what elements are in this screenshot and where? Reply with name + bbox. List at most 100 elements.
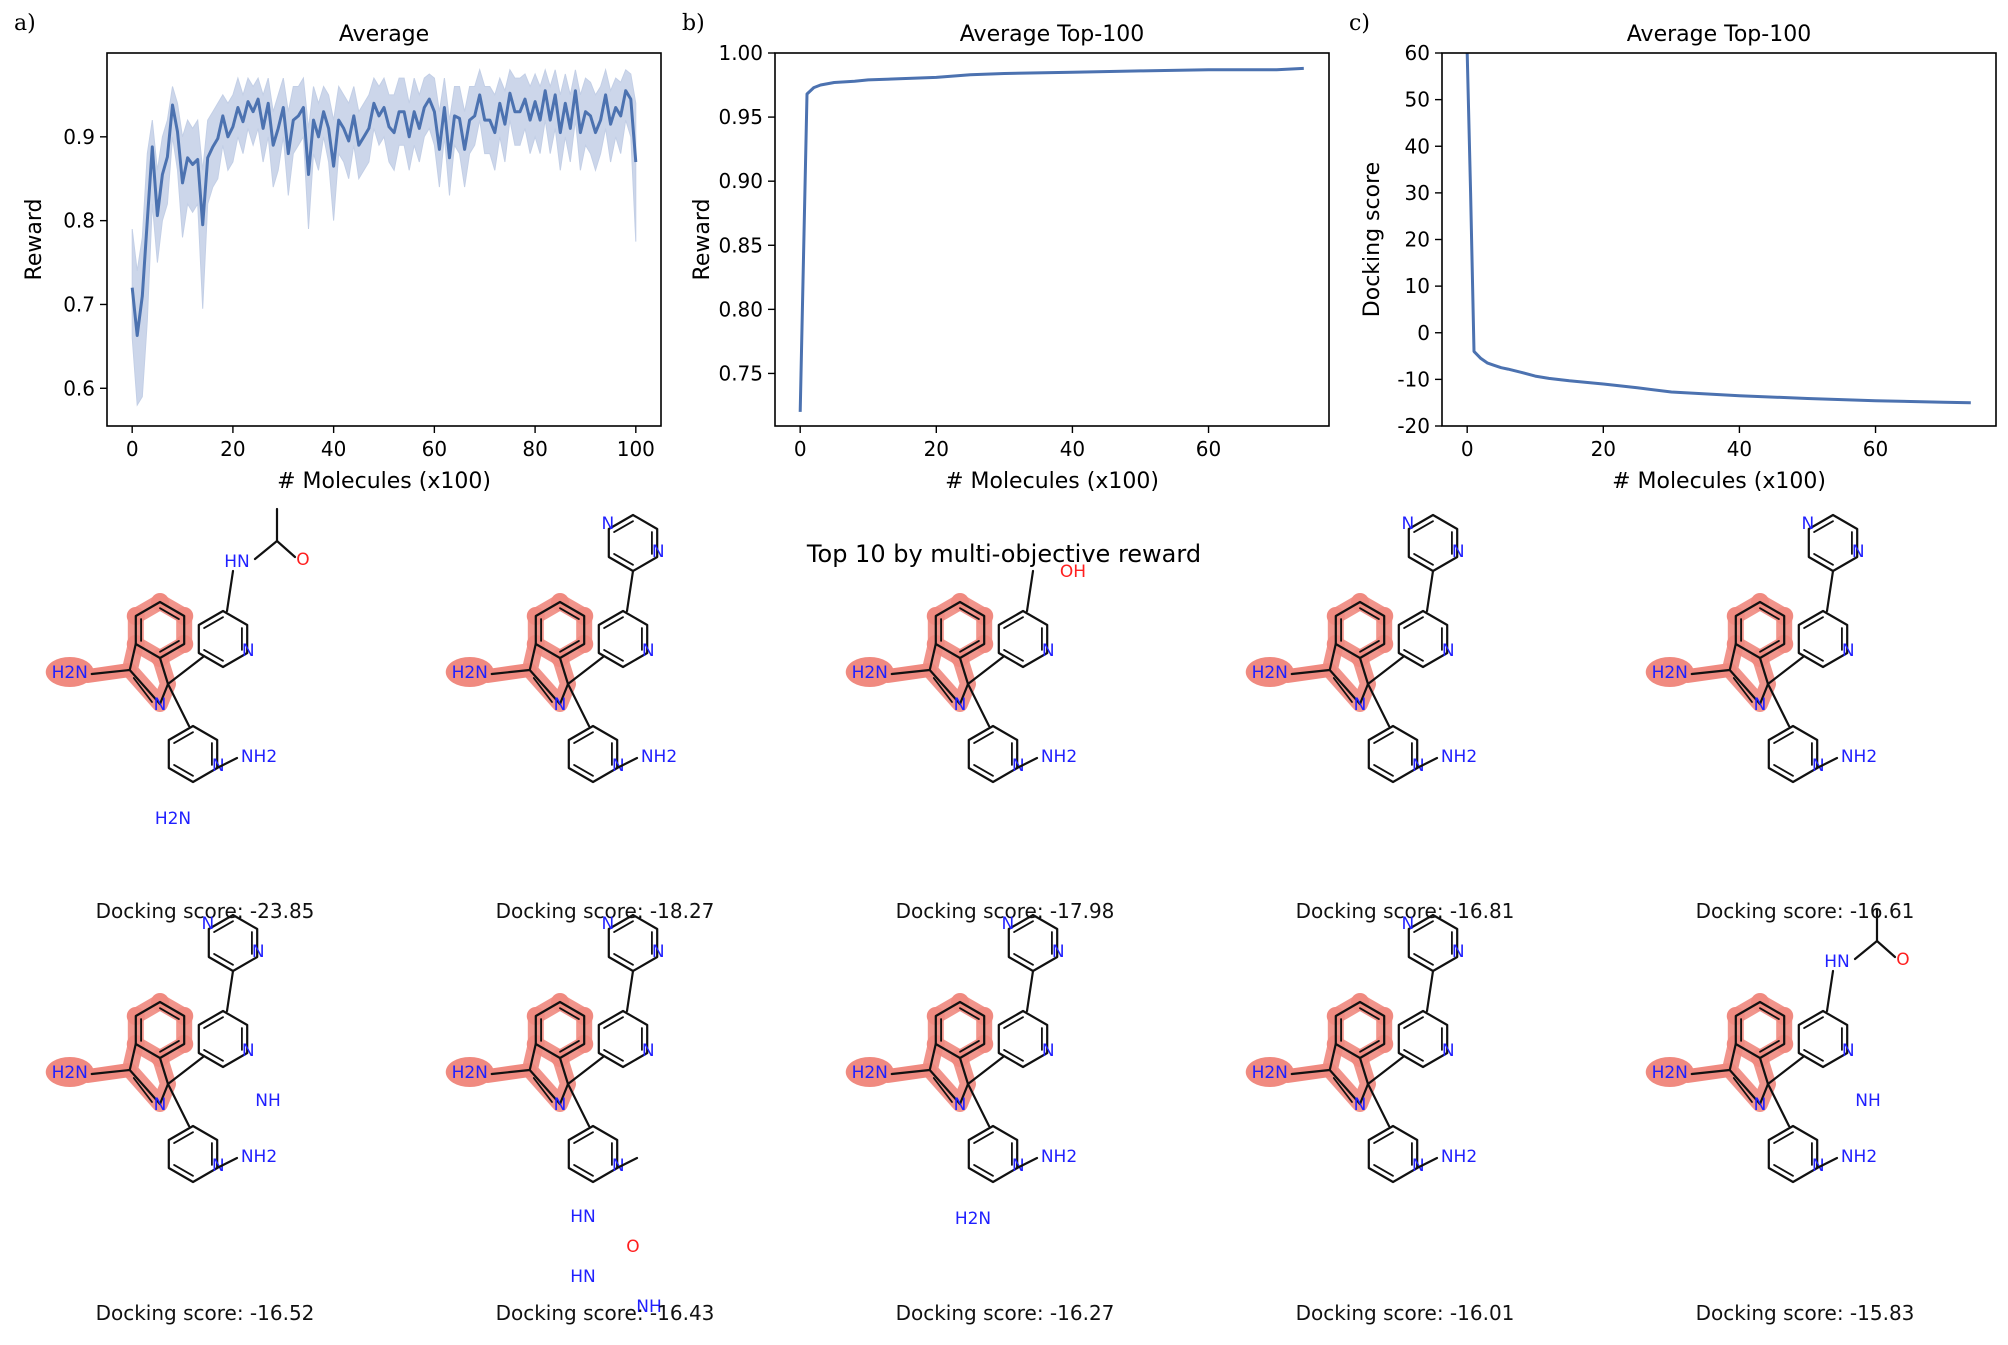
docking-score-label: Docking score: -18.27 [496, 899, 715, 923]
nitrogen-atom: N [1801, 514, 1814, 534]
molecule-3: N H2N N OH N NH2 Docking score: -17.98 [845, 562, 1115, 923]
molecule-6: N H2N N N N N NH2 NH Docking score: -16.52 [45, 913, 315, 1325]
amine-right-label: NH2 [1441, 747, 1477, 767]
nitrogen-atom: N [1852, 542, 1865, 562]
x-tick-label: 0 [1461, 437, 1474, 461]
urea-nh-label: HN [570, 1267, 596, 1287]
section-title: Top 10 by multi-objective reward [806, 540, 1201, 568]
amine-label: H2N [1652, 1063, 1688, 1083]
x-tick-label: 40 [321, 437, 346, 461]
x-axis-label: # Molecules (x100) [945, 469, 1159, 494]
nitrogen-atom: N [612, 1156, 625, 1176]
y-tick-label: 1.00 [718, 41, 763, 65]
y-tick-label: -20 [1397, 414, 1430, 438]
amine-label: H2N [1252, 1063, 1288, 1083]
y-tick-label: 0.7 [63, 292, 95, 316]
docking-score-label: Docking score: -17.98 [896, 899, 1115, 923]
y-tick-label: 0.6 [63, 376, 95, 400]
x-tick-label: 40 [1060, 437, 1085, 461]
amide-nh-label: HN [1824, 952, 1850, 972]
nitrogen-atom: N [212, 756, 225, 776]
x-tick-label: 60 [1196, 437, 1221, 461]
pyrazole-nh-label: NH [1855, 1091, 1881, 1111]
nitrogen-atom: N [612, 756, 625, 776]
oxygen-atom: O [296, 550, 309, 570]
nitrogen-atom: N [642, 1041, 655, 1061]
docking-score-label: Docking score: -16.43 [496, 1301, 715, 1325]
x-axis-label: # Molecules (x100) [1612, 469, 1826, 494]
y-tick-label: 0.9 [63, 125, 95, 149]
nitrogen-atom: N [252, 942, 265, 962]
nitrogen-atom: N [954, 1095, 967, 1115]
y-tick-label: 0.95 [718, 105, 763, 129]
nitrogen-atom: N [1442, 641, 1455, 661]
molecule-5: N H2N N N N N NH2 Docking score: -16.61 [1645, 513, 1914, 923]
amide-nh-label: HN [224, 552, 250, 572]
nitrogen-atom: N [1842, 641, 1855, 661]
panel-letter: c) [1349, 11, 1370, 36]
scaffold-bonds [490, 600, 586, 706]
y-tick-label: 0.85 [718, 233, 763, 257]
y-tick-label: 60 [1405, 41, 1430, 65]
nitrogen-atom: N [1412, 1156, 1425, 1176]
nitrogen-atom: N [554, 695, 567, 715]
molecule-1: N H2N N HN O N NH2 H2N Docking score: -23.85 [45, 507, 314, 923]
pyrazole-nh-label: NH [255, 1091, 281, 1111]
chart-panel-1: 0 20 40 60 80 100 0.6 0.7 0.8 0.9 Average # Molecul… [14, 11, 662, 494]
docking-score-label: Docking score: -16.01 [1296, 1301, 1515, 1325]
amine-label: H2N [852, 663, 888, 683]
panel-letter: b) [682, 11, 705, 36]
amine-label: H2N [955, 1209, 991, 1229]
confidence-band [131, 67, 637, 407]
scaffold-bonds [890, 600, 986, 706]
nitrogen-atom: N [652, 542, 665, 562]
substituents: N N N N NH2 [1366, 513, 1477, 784]
amine-label: H2N [452, 663, 488, 683]
y-tick-label: 10 [1405, 274, 1430, 298]
amine-label: H2N [852, 1063, 888, 1083]
series-line [1465, 53, 1971, 405]
nitrogen-atom: N [1442, 1041, 1455, 1061]
docking-score-label: Docking score: -16.52 [96, 1301, 315, 1325]
y-tick-label: 0.90 [718, 169, 763, 193]
substituents: N N N N NH2 [1366, 913, 1477, 1184]
oxygen-atom: O [1896, 950, 1909, 970]
amine-right-label: NH2 [241, 1147, 277, 1167]
y-tick-label: 40 [1405, 134, 1430, 158]
molecule-9: N H2N N N N N NH2 Docking score: -16.01 [1245, 913, 1515, 1325]
y-tick-label: 0.80 [718, 297, 763, 321]
x-tick-label: 20 [924, 437, 949, 461]
pyrazole-nh-label: NH [636, 1297, 662, 1317]
nitrogen-atom: N [1042, 1041, 1055, 1061]
x-axis-label: # Molecules (x100) [277, 469, 491, 494]
amine-label: H2N [452, 1063, 488, 1083]
x-tick-label: 0 [794, 437, 807, 461]
substituents: N N N N HN O HN NH [566, 913, 665, 1317]
nitrogen-atom: N [1012, 756, 1025, 776]
y-tick-label: 30 [1405, 181, 1430, 205]
plot-area [1465, 53, 1971, 405]
scaffold-bonds [1290, 600, 1386, 706]
substituents: N N N N NH2 NH [166, 913, 281, 1184]
molecule-4: N H2N N N N N NH2 Docking score: -16.81 [1245, 513, 1514, 923]
nitrogen-atom: N [1842, 1041, 1855, 1061]
chart-panel-3: 0 20 40 60 -20 -10 0 10 20 30 40 50 60 Average Top-10… [1349, 11, 1997, 494]
hydroxyl-label: OH [1060, 562, 1086, 582]
molecule-2: N H2N N N N N NH2 Docking score: -18.27 [445, 513, 715, 923]
chart-title: Average Top-100 [960, 22, 1144, 47]
series-line [798, 66, 1304, 412]
nitrogen-atom: N [1001, 914, 1014, 934]
axes-frame [774, 52, 1330, 427]
nitrogen-atom: N [1452, 942, 1465, 962]
chart-title: Average Top-100 [1627, 22, 1811, 47]
plot-area [798, 66, 1304, 412]
x-tick-label: 0 [126, 437, 139, 461]
substituents: N HN O N NH2 H2N [155, 507, 310, 829]
nitrogen-atom: N [1012, 1156, 1025, 1176]
nitrogen-atom: N [1452, 542, 1465, 562]
nitrogen-atom: N [1042, 641, 1055, 661]
y-axis-label: Docking score [1360, 162, 1385, 317]
nitrogen-atom: N [954, 695, 967, 715]
